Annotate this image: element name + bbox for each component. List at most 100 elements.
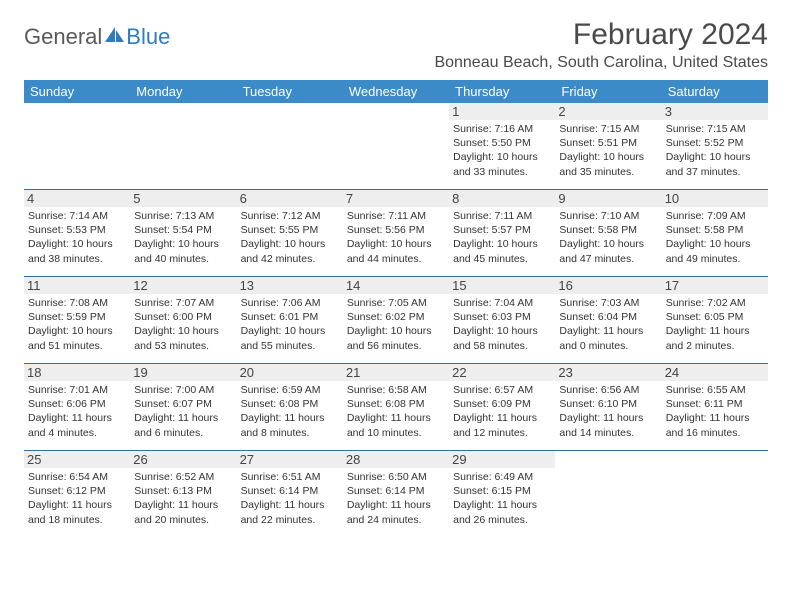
day1-text: Daylight: 11 hours <box>134 498 232 512</box>
day1-text: Daylight: 11 hours <box>347 411 445 425</box>
day-cell: 17Sunrise: 7:02 AMSunset: 6:05 PMDayligh… <box>662 277 768 363</box>
day2-text: and 26 minutes. <box>453 513 551 527</box>
sunset-text: Sunset: 5:52 PM <box>666 136 764 150</box>
sunset-text: Sunset: 6:11 PM <box>666 397 764 411</box>
day-number: 18 <box>24 364 130 381</box>
sunrise-text: Sunrise: 7:14 AM <box>28 209 126 223</box>
sunset-text: Sunset: 6:10 PM <box>559 397 657 411</box>
day1-text: Daylight: 11 hours <box>347 498 445 512</box>
day1-text: Daylight: 11 hours <box>666 411 764 425</box>
day-cell <box>237 103 343 189</box>
sunset-text: Sunset: 5:59 PM <box>28 310 126 324</box>
day2-text: and 40 minutes. <box>134 252 232 266</box>
day2-text: and 53 minutes. <box>134 339 232 353</box>
day-number: 19 <box>130 364 236 381</box>
day1-text: Daylight: 10 hours <box>453 150 551 164</box>
day2-text: and 56 minutes. <box>347 339 445 353</box>
day-number: 27 <box>237 451 343 468</box>
day-cell <box>662 451 768 537</box>
day-header-wednesday: Wednesday <box>343 80 449 103</box>
day-info: Sunrise: 7:15 AMSunset: 5:52 PMDaylight:… <box>666 122 764 179</box>
day1-text: Daylight: 10 hours <box>559 237 657 251</box>
day1-text: Daylight: 10 hours <box>241 324 339 338</box>
day-number: 14 <box>343 277 449 294</box>
day-cell: 13 Sunrise: 7:06 AMSunset: 6:01 PMDayligh… <box>237 277 343 363</box>
day-cell: 5 Sunrise: 7:13 AMSunset: 5:54 PMDaylight… <box>130 190 236 276</box>
sunrise-text: Sunrise: 7:15 AM <box>559 122 657 136</box>
calendar-page: General Blue February 2024 Bonneau Beach… <box>0 0 792 537</box>
day-cell: 29Sunrise: 6:49 AMSunset: 6:15 PMDayligh… <box>449 451 555 537</box>
day-number: 13 <box>237 277 343 294</box>
sunrise-text: Sunrise: 7:03 AM <box>559 296 657 310</box>
day-cell: 8Sunrise: 7:11 AMSunset: 5:57 PMDaylight… <box>449 190 555 276</box>
day-cell: 22Sunrise: 6:57 AMSunset: 6:09 PMDayligh… <box>449 364 555 450</box>
day-info: Sunrise: 7:10 AMSunset: 5:58 PMDaylight:… <box>559 209 657 266</box>
day-cell: 12Sunrise: 7:07 AMSunset: 6:00 PMDayligh… <box>130 277 236 363</box>
sunset-text: Sunset: 6:08 PM <box>347 397 445 411</box>
day1-text: Daylight: 11 hours <box>559 324 657 338</box>
day-info: Sunrise: 6:57 AMSunset: 6:09 PMDaylight:… <box>453 383 551 440</box>
day-header-tuesday: Tuesday <box>237 80 343 103</box>
sunrise-text: Sunrise: 6:58 AM <box>347 383 445 397</box>
sunrise-text: Sunrise: 7:11 AM <box>453 209 551 223</box>
sunset-text: Sunset: 6:03 PM <box>453 310 551 324</box>
day-number: 2 <box>555 103 661 120</box>
day-info: Sunrise: 6:55 AMSunset: 6:11 PMDaylight:… <box>666 383 764 440</box>
day-info: Sunrise: 7:16 AMSunset: 5:50 PMDaylight:… <box>453 122 551 179</box>
day2-text: and 10 minutes. <box>347 426 445 440</box>
day-cell: 9Sunrise: 7:10 AMSunset: 5:58 PMDaylight… <box>555 190 661 276</box>
day2-text: and 16 minutes. <box>666 426 764 440</box>
sunset-text: Sunset: 5:58 PM <box>666 223 764 237</box>
day2-text: and 42 minutes. <box>241 252 339 266</box>
day-cell: 23Sunrise: 6:56 AMSunset: 6:10 PMDayligh… <box>555 364 661 450</box>
day1-text: Daylight: 10 hours <box>134 324 232 338</box>
day-cell: 6Sunrise: 7:12 AMSunset: 5:55 PMDaylight… <box>237 190 343 276</box>
sunrise-text: Sunrise: 7:00 AM <box>134 383 232 397</box>
day2-text: and 45 minutes. <box>453 252 551 266</box>
day-info: Sunrise: 7:13 AMSunset: 5:54 PMDaylight:… <box>134 209 232 266</box>
day2-text: and 20 minutes. <box>134 513 232 527</box>
day-cell: 25Sunrise: 6:54 AMSunset: 6:12 PMDayligh… <box>24 451 130 537</box>
day-header-friday: Friday <box>555 80 661 103</box>
day-number: 6 <box>237 190 343 207</box>
day1-text: Daylight: 11 hours <box>453 411 551 425</box>
day-cell: 10Sunrise: 7:09 AMSunset: 5:58 PMDayligh… <box>662 190 768 276</box>
day-number: 26 <box>130 451 236 468</box>
day1-text: Daylight: 10 hours <box>28 237 126 251</box>
day-info: Sunrise: 7:06 AMSunset: 6:01 PMDaylight:… <box>241 296 339 353</box>
day-number: 5 <box>130 190 236 207</box>
day2-text: and 49 minutes. <box>666 252 764 266</box>
day2-text: and 37 minutes. <box>666 165 764 179</box>
sunrise-text: Sunrise: 7:12 AM <box>241 209 339 223</box>
day-number: 12 <box>130 277 236 294</box>
sunset-text: Sunset: 6:04 PM <box>559 310 657 324</box>
sunset-text: Sunset: 6:07 PM <box>134 397 232 411</box>
day-info: Sunrise: 7:05 AMSunset: 6:02 PMDaylight:… <box>347 296 445 353</box>
day-cell: 2Sunrise: 7:15 AMSunset: 5:51 PMDaylight… <box>555 103 661 189</box>
day-cell: 24 Sunrise: 6:55 AMSunset: 6:11 PMDayligh… <box>662 364 768 450</box>
day-cell: 7Sunrise: 7:11 AMSunset: 5:56 PMDaylight… <box>343 190 449 276</box>
week-row: 11Sunrise: 7:08 AMSunset: 5:59 PMDayligh… <box>24 277 768 364</box>
day2-text: and 0 minutes. <box>559 339 657 353</box>
day-info: Sunrise: 6:49 AMSunset: 6:15 PMDaylight:… <box>453 470 551 527</box>
day-cell: 1Sunrise: 7:16 AMSunset: 5:50 PMDaylight… <box>449 103 555 189</box>
sunrise-text: Sunrise: 6:57 AM <box>453 383 551 397</box>
sunrise-text: Sunrise: 7:01 AM <box>28 383 126 397</box>
sunrise-text: Sunrise: 7:11 AM <box>347 209 445 223</box>
sunrise-text: Sunrise: 7:13 AM <box>134 209 232 223</box>
logo-text-general: General <box>24 24 102 50</box>
day-info: Sunrise: 6:59 AMSunset: 6:08 PMDaylight:… <box>241 383 339 440</box>
sunset-text: Sunset: 5:53 PM <box>28 223 126 237</box>
day-info: Sunrise: 7:01 AMSunset: 6:06 PMDaylight:… <box>28 383 126 440</box>
day-info: Sunrise: 7:03 AMSunset: 6:04 PMDaylight:… <box>559 296 657 353</box>
day-info: Sunrise: 6:52 AMSunset: 6:13 PMDaylight:… <box>134 470 232 527</box>
sunrise-text: Sunrise: 6:55 AM <box>666 383 764 397</box>
day-cell: 19Sunrise: 7:00 AMSunset: 6:07 PMDayligh… <box>130 364 236 450</box>
day2-text: and 24 minutes. <box>347 513 445 527</box>
day-number: 24 <box>662 364 768 381</box>
day-header-monday: Monday <box>130 80 236 103</box>
sunset-text: Sunset: 5:57 PM <box>453 223 551 237</box>
day1-text: Daylight: 10 hours <box>559 150 657 164</box>
day-number: 16 <box>555 277 661 294</box>
sunrise-text: Sunrise: 6:54 AM <box>28 470 126 484</box>
